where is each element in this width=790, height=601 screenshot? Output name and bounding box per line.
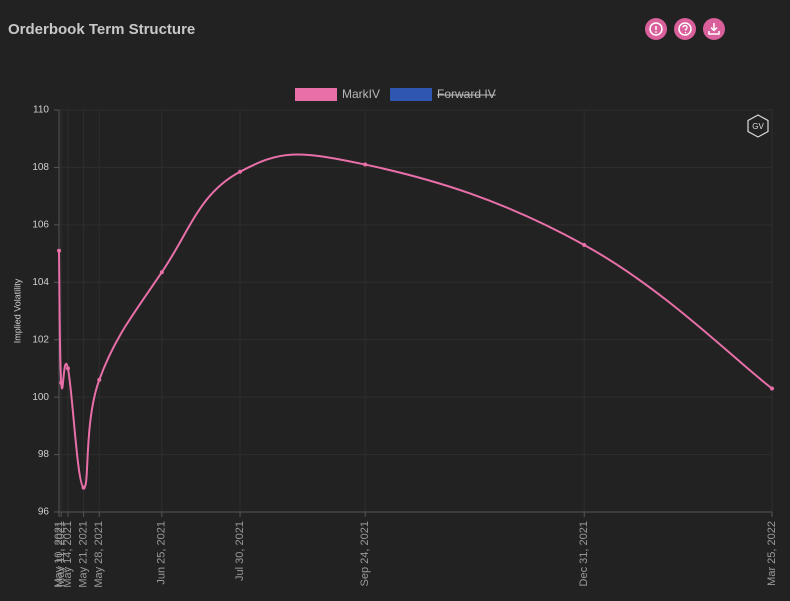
logo: GV (747, 114, 769, 138)
x-tick-label: Sep 24, 2021 (359, 521, 371, 586)
x-tick-label: Jun 25, 2021 (156, 521, 168, 585)
y-tick-label: 100 (32, 392, 49, 403)
logo-text: GV (752, 122, 764, 131)
y-tick-label: 102 (32, 334, 49, 345)
y-tick-label: 96 (38, 507, 50, 518)
y-axis-label: Implied Volatility (12, 278, 22, 343)
point (770, 386, 774, 391)
point (81, 485, 86, 490)
series-line (58, 153, 773, 489)
legend-label[interactable]: Forward IV (437, 87, 496, 101)
point (159, 270, 164, 275)
help-button[interactable] (674, 18, 696, 40)
y-tick-label: 108 (32, 162, 49, 173)
legend-swatch (295, 88, 337, 101)
point (59, 380, 64, 385)
point (97, 377, 102, 382)
y-tick-label: 104 (32, 277, 49, 288)
point (65, 366, 70, 371)
x-tick-label: May 21, 2021 (77, 521, 89, 588)
legend-label[interactable]: MarkIV (342, 87, 380, 101)
y-tick-label: 106 (32, 219, 49, 230)
x-tick-label: Mar 25, 2022 (766, 521, 778, 586)
x-tick-label: May 14, 2021 (62, 521, 74, 588)
x-tick-label: Dec 31, 2021 (578, 521, 590, 586)
x-tick-label: Jul 30, 2021 (234, 521, 246, 581)
y-tick-label: 98 (38, 449, 50, 460)
x-tick-label: May 11, 2021 (55, 521, 67, 587)
point (57, 248, 61, 253)
x-tick-label: May 28, 2021 (93, 521, 105, 588)
info-button[interactable] (645, 18, 667, 40)
point (238, 169, 243, 174)
page-title: Orderbook Term Structure (8, 21, 195, 38)
y-tick-label: 110 (33, 105, 49, 116)
point (582, 242, 587, 247)
point (363, 162, 368, 167)
legend-swatch (390, 88, 433, 101)
x-tick-label: May 10, 2021 (53, 521, 65, 588)
download-button[interactable] (703, 18, 725, 40)
